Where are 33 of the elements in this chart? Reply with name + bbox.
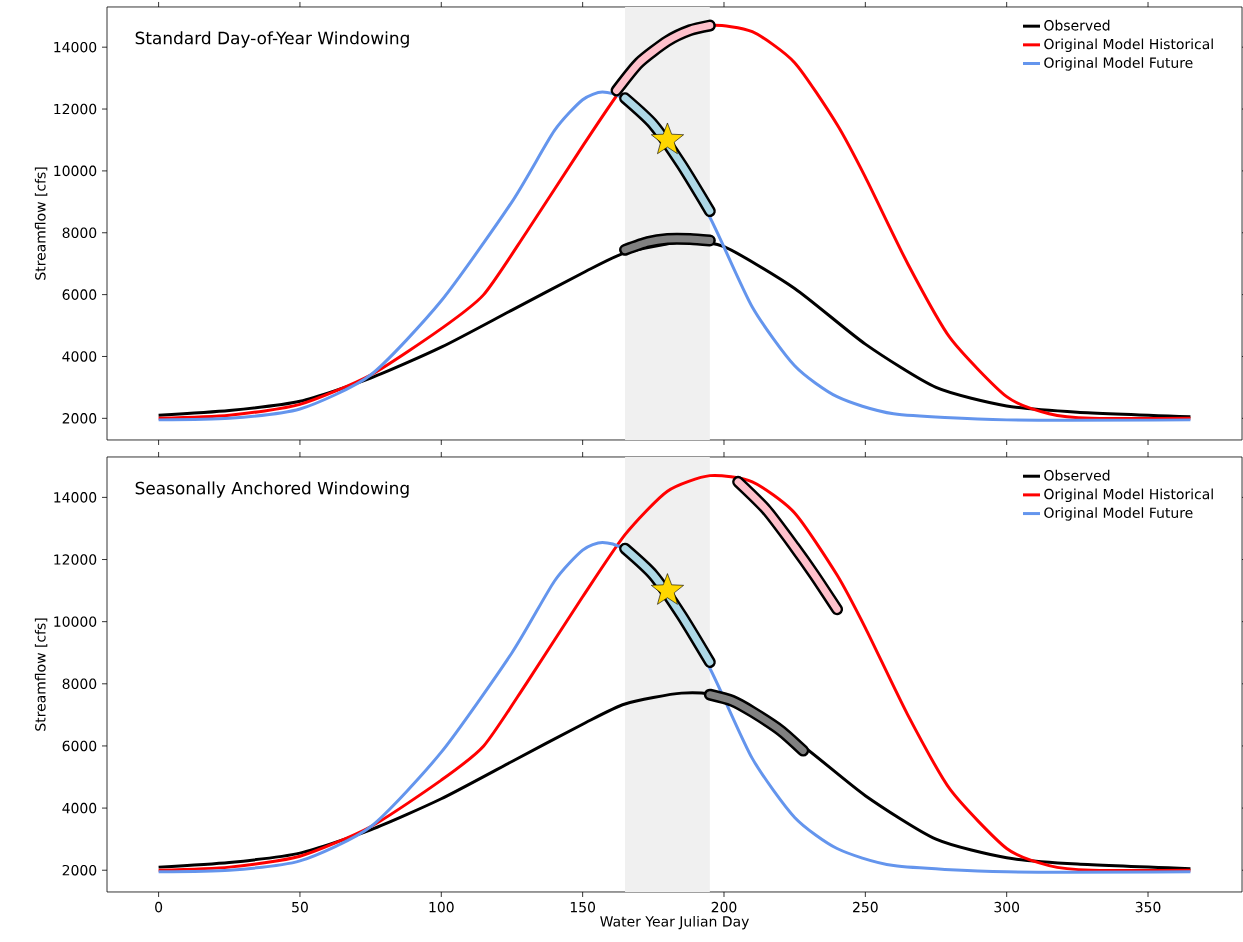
legend-label: Original Model Future [1044,507,1193,521]
x-tick-label: 0 [155,901,163,913]
x-tick-label: 50 [292,901,308,913]
x-tick-label: 100 [429,901,454,913]
y-tick-label: 14000 [54,492,97,503]
x-tick-label: 300 [994,901,1020,913]
y-tick-label: 10000 [54,165,97,177]
y-tick-label: 14000 [54,41,97,53]
y-tick-label: 12000 [54,554,97,565]
y-tick-label: 8000 [62,678,97,690]
legend-label: Observed [1044,469,1110,481]
x-tick-label: 200 [711,901,737,913]
y-tick-label: 4000 [62,802,97,814]
legend-label: Observed [1044,19,1110,31]
text: Standard Day-of-Year Windowing [135,31,409,48]
y-tick-label: 6000 [62,740,97,752]
y-tick-label: 6000 [62,289,97,300]
y-tick-label: 12000 [54,103,97,115]
x-tick-label: 150 [570,901,596,913]
y-tick-label: 2000 [62,864,97,876]
legend-label: Original Model Future [1044,57,1193,71]
x-tick-label: 350 [1135,901,1161,913]
x-axis-title: Water Year Julian Day [600,915,749,930]
legend-label: Original Model Historical [1044,488,1213,503]
y-tick-label: 4000 [62,351,97,362]
text: Seasonally Anchored Windowing [135,481,409,498]
y-tick-label: 2000 [62,413,97,424]
y-tick-label: 10000 [54,616,97,627]
legend-label: Original Model Historical [1044,38,1213,52]
y-axis-title: Streamflow [cfs] [34,167,48,280]
y-axis-title: Streamflow [cfs] [34,618,48,731]
y-tick-label: 8000 [62,227,97,239]
x-tick-label: 250 [853,901,878,913]
